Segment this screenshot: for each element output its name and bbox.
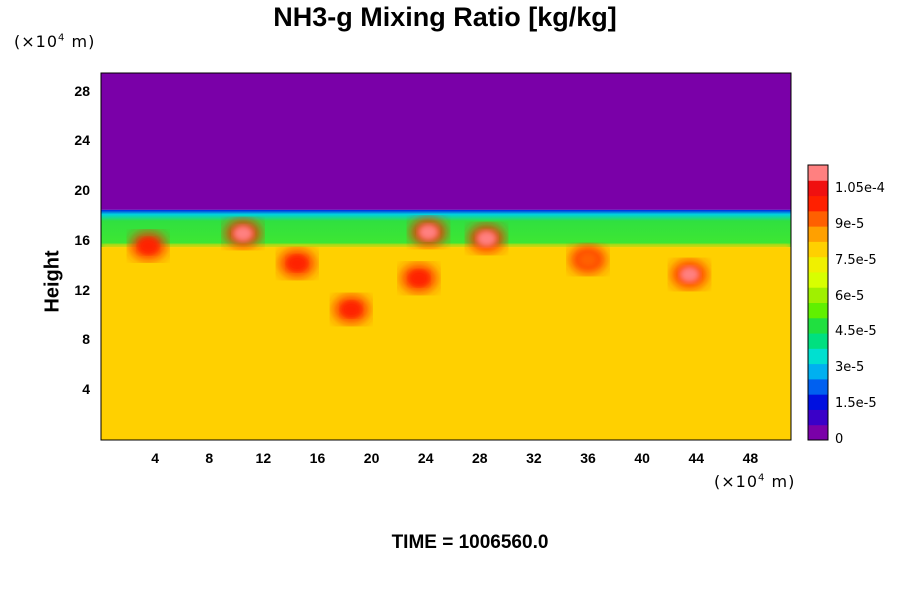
colorbar-tick-label: 7.5e-5 [835,252,877,268]
colorbar-segment-4 [808,363,828,380]
colorbar-tick-label: 6e-5 [835,288,865,304]
hotspot-0 [233,225,254,242]
hotspot-6 [287,255,308,272]
x-tick-label: 20 [363,450,380,466]
colorbar-frame [807,164,829,441]
x-tick-label: 4 [151,450,159,466]
y-tick-label: 4 [82,381,90,398]
colorbar-tick-label: 1.5e-5 [835,396,877,412]
colorbar-segment-17 [808,165,828,181]
hotspot-8 [578,251,599,268]
x-axis-unit: (×104 m) [714,472,796,491]
colorbar-segment-16 [808,180,828,197]
colorbar-tick-label: 9e-5 [835,216,865,232]
hotspot-3 [476,230,497,247]
hotspot-1 [138,237,159,254]
colorbar-tick-label: 4.5e-5 [835,324,877,340]
colorbar-segment-13 [808,226,828,242]
colorbar-tick-label: 0 [835,432,844,447]
x-tick-label: 12 [255,450,272,466]
x-tick-label: 40 [634,450,650,466]
colorbar-segment-6 [808,333,828,349]
colorbar-segment-7 [808,317,828,334]
hotspot-4 [408,270,429,287]
heatmap-region-0 [101,73,791,210]
y-tick-label: 8 [82,331,90,348]
colorbar-tick-label: 1.05e-4 [835,180,885,196]
chart-title: NH3-g Mixing Ratio [kg/kg] [273,2,617,32]
colorbar-segment-9 [808,287,828,303]
y-tick-label: 16 [74,231,90,248]
time-label: TIME = 1006560.0 [391,532,549,553]
layer-boundary [101,244,791,251]
x-tick-label: 8 [205,450,214,466]
y-tick-label: 24 [74,132,90,149]
colorbar-segment-0 [808,424,828,441]
colorbar-segment-5 [808,348,828,365]
colorbar-segment-2 [808,394,828,410]
x-tick-label: 36 [580,450,596,466]
colorbar-segment-12 [808,241,828,258]
colorbar-segment-15 [808,195,828,212]
y-tick-label: 20 [74,182,90,199]
colorbar-segment-1 [808,409,828,426]
hotspot-2 [418,224,439,241]
colorbar-tick-label: 3e-5 [835,360,865,376]
x-tick-label: 44 [688,450,705,466]
y-tick-label: 28 [74,82,90,99]
heatmap-region-1 [101,209,791,248]
hotspot-5 [679,266,700,283]
y-tick-label: 12 [74,281,90,298]
hotspot-7 [341,301,362,318]
x-tick-label: 48 [742,450,759,466]
x-tick-label: 16 [309,450,326,466]
colorbar-segment-11 [808,256,828,273]
x-tick-label: 28 [472,450,488,466]
x-tick-label: 32 [526,450,542,466]
x-tick-label: 24 [417,450,434,466]
colorbar-segment-14 [808,210,828,227]
y-axis-unit: (×104 m) [14,32,96,51]
colorbar-segment-10 [808,271,828,288]
colorbar-segment-3 [808,378,828,395]
colorbar-segment-8 [808,302,828,319]
